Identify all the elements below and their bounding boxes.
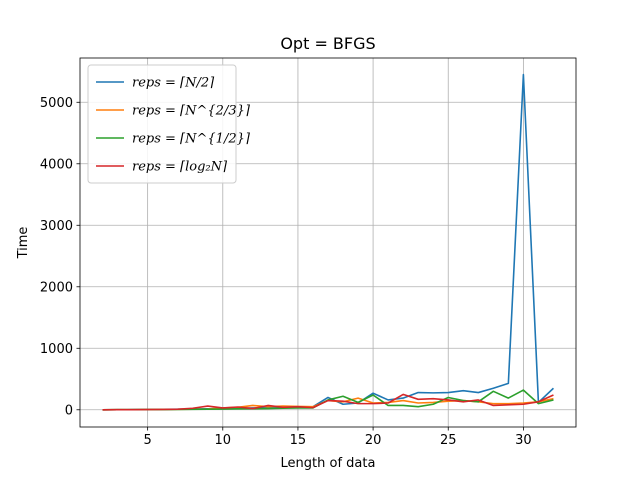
y-tick-label: 0 xyxy=(65,403,73,418)
y-tick-label: 3000 xyxy=(40,219,73,234)
axis-ticks: 5 10 15 20 25 30 0 1000 2000 3000 4000 5000 xyxy=(40,96,532,448)
x-tick-label: 5 xyxy=(143,433,151,448)
y-tick-label: 1000 xyxy=(40,342,73,357)
legend-label-2: reps = ⌈N^{1/2}⌉ xyxy=(132,132,251,147)
legend-label-3: reps = ⌈log₂N⌉ xyxy=(132,160,228,175)
chart-title: Opt = BFGS xyxy=(280,34,375,53)
y-tick-label: 4000 xyxy=(40,157,73,172)
legend-label-1: reps = ⌈N^{2/3}⌉ xyxy=(132,104,251,119)
y-axis-title: Time xyxy=(16,227,31,260)
legend: reps = ⌈N/2⌉ reps = ⌈N^{2/3}⌉ reps = ⌈N^{1… xyxy=(87,64,251,184)
legend-label-0: reps = ⌈N/2⌉ xyxy=(132,76,215,91)
series-line-3 xyxy=(102,393,554,411)
x-tick-label: 10 xyxy=(215,433,232,448)
legend-box xyxy=(87,64,237,184)
x-tick-label: 20 xyxy=(365,433,382,448)
series-lines xyxy=(102,73,554,411)
plot-frame xyxy=(79,57,577,428)
y-tick-label: 2000 xyxy=(40,280,73,295)
y-tick-label: 5000 xyxy=(40,96,73,111)
x-tick-label: 25 xyxy=(440,433,457,448)
x-tick-label: 15 xyxy=(290,433,307,448)
x-axis-title: Length of data xyxy=(281,456,376,471)
x-tick-label: 30 xyxy=(515,433,532,448)
